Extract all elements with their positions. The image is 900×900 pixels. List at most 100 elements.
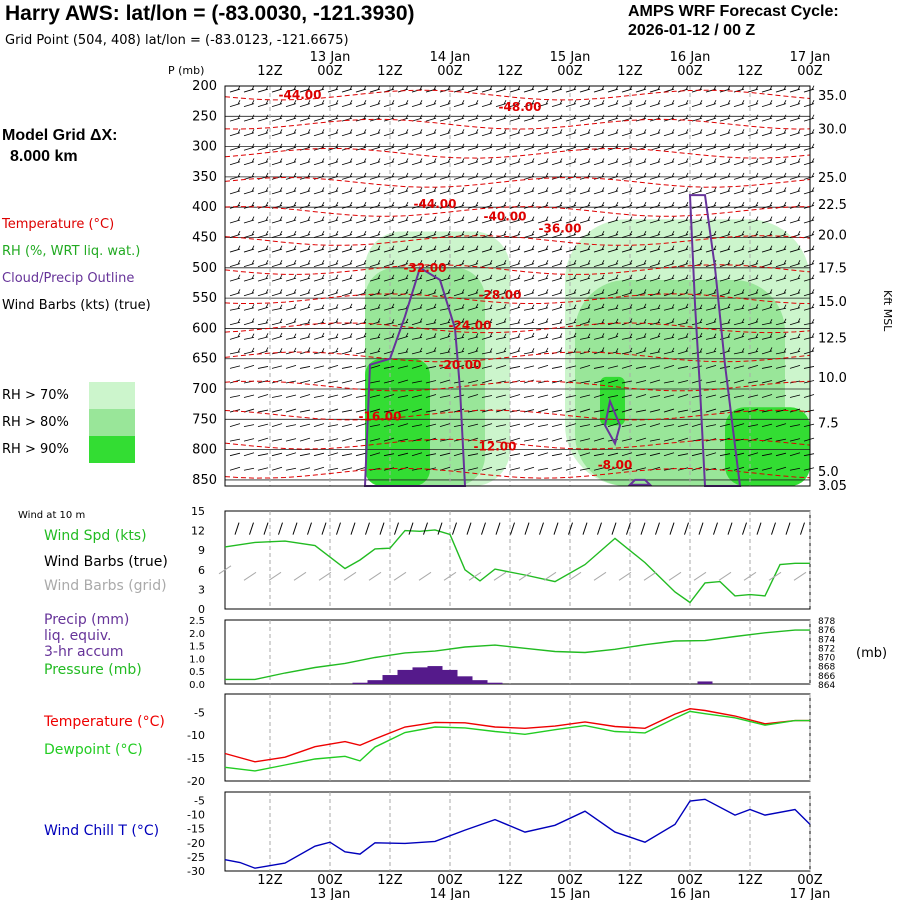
- wind-barb-flag: [433, 172, 437, 178]
- wind-barb: [621, 424, 633, 427]
- wind-barb-flag: [531, 114, 535, 119]
- wind-barb: [635, 380, 647, 384]
- wind-barb-flag: [643, 158, 647, 163]
- wind-barb-flag: [237, 216, 241, 221]
- wind-barb-flag: [531, 289, 535, 294]
- wind-barb: [229, 452, 241, 457]
- pressure-tick-label: 864: [818, 681, 835, 691]
- wind-barb: [285, 408, 297, 413]
- wind-barb: [397, 365, 409, 369]
- wind-barb-flag: [489, 332, 493, 338]
- wind-barb-flag: [797, 158, 801, 163]
- wind-barb: [635, 366, 647, 369]
- wind-barb-flag: [811, 260, 815, 265]
- precip-bar: [427, 666, 443, 684]
- wind-barb-flag: [671, 318, 675, 323]
- wind-barb-flag: [391, 172, 395, 178]
- wind-barb: [537, 424, 549, 427]
- wind-barb-flag: [755, 289, 759, 294]
- wind-barb: [257, 394, 269, 398]
- wind-barb: [733, 466, 745, 471]
- wind-barb-flag: [615, 348, 619, 353]
- wind-barb-flag: [573, 304, 577, 309]
- wind-barb-flag: [559, 260, 563, 265]
- wind-barb-flag: [713, 304, 717, 309]
- wind-barb-flag: [573, 245, 577, 250]
- wind-barb: [257, 409, 269, 413]
- wind-barb: [593, 380, 605, 384]
- wind-barb-true: [539, 522, 544, 535]
- wind-barb-flag: [769, 245, 773, 250]
- wind-barb-flag: [615, 100, 619, 105]
- wind-barb-flag: [251, 304, 255, 309]
- wind-barb-flag: [391, 245, 395, 250]
- temperature-contour-label: -28.00: [479, 288, 522, 302]
- time-tick-label: 12Z: [497, 64, 523, 79]
- wind-barb-flag: [741, 260, 745, 265]
- wind-barb-flag: [307, 303, 311, 309]
- wind-barb-flag: [251, 216, 255, 221]
- wind-barb-flag: [363, 274, 367, 279]
- wind-barb: [425, 467, 437, 471]
- temperature-line: [224, 707, 810, 763]
- wind-barb-flag: [517, 172, 521, 178]
- wind-barb-flag: [713, 216, 717, 221]
- wind-barb-flag: [335, 114, 339, 119]
- wind-barb-flag: [573, 129, 577, 134]
- wind-barb-flag: [461, 304, 465, 309]
- wind-barb-flag: [573, 158, 577, 163]
- wind-barb-flag: [783, 216, 787, 221]
- wind-barb: [607, 466, 619, 471]
- wind-barb-flag: [601, 129, 605, 134]
- wind-barb: [299, 394, 311, 398]
- wind-barb-flag: [419, 260, 423, 265]
- wind-barb: [439, 409, 451, 413]
- cloud-outline: [603, 397, 622, 447]
- wind-barb-flag: [447, 216, 451, 221]
- wind-barb: [565, 365, 577, 369]
- wind-barb-flag: [741, 172, 745, 178]
- wind-barb-flag: [363, 318, 367, 323]
- wind-barb: [439, 365, 451, 369]
- wind-barb-grid: [343, 571, 357, 581]
- wind-barb-flag: [237, 230, 241, 236]
- wind-barb-flag: [349, 100, 353, 105]
- wind-barb: [355, 409, 367, 413]
- temperature-contour-label: -16.00: [359, 409, 402, 423]
- wind-barb-flag: [657, 230, 661, 236]
- wind-barb: [803, 437, 815, 442]
- wind-barb: [593, 453, 605, 457]
- wind-barb-flag: [321, 332, 325, 338]
- wind-barb: [467, 366, 479, 369]
- wind-barb-flag: [251, 187, 255, 192]
- wind-barb-flag: [363, 187, 367, 192]
- wind-barb-flag: [811, 289, 815, 294]
- cloud-outline: [363, 266, 467, 487]
- wind-barb-flag: [671, 129, 675, 134]
- wind-barb-flag: [461, 245, 465, 250]
- wind-barb: [285, 365, 297, 369]
- wind-barb: [551, 437, 563, 442]
- wind-barb-flag: [251, 100, 255, 105]
- wind-barb-flag: [321, 230, 325, 236]
- wind-barb-flag: [349, 319, 353, 324]
- wind-barb-flag: [433, 100, 437, 105]
- wind-barb-flag: [279, 100, 283, 105]
- wind-barb: [705, 380, 717, 384]
- wind-barb-flag: [559, 187, 563, 192]
- wind-barb: [593, 423, 605, 427]
- wind-barb-flag: [811, 274, 815, 279]
- wind-barb-grid: [218, 565, 232, 575]
- time-tick-label: 12Z: [257, 64, 283, 79]
- wind-barb-flag: [559, 333, 563, 338]
- legend-wind-barbs: Wind Barbs (kts) (true): [2, 298, 151, 313]
- height-tick-label: 17.5: [818, 262, 847, 277]
- wind-barb-flag: [335, 201, 339, 207]
- wind-barb-flag: [349, 158, 353, 163]
- wind-barb-flag: [433, 260, 437, 265]
- wind-barb-flag: [713, 172, 717, 178]
- wind-barb-flag: [769, 230, 773, 236]
- wind-barb-flag: [811, 129, 815, 134]
- wind-barb: [425, 453, 437, 457]
- wind-barb-flag: [601, 245, 605, 250]
